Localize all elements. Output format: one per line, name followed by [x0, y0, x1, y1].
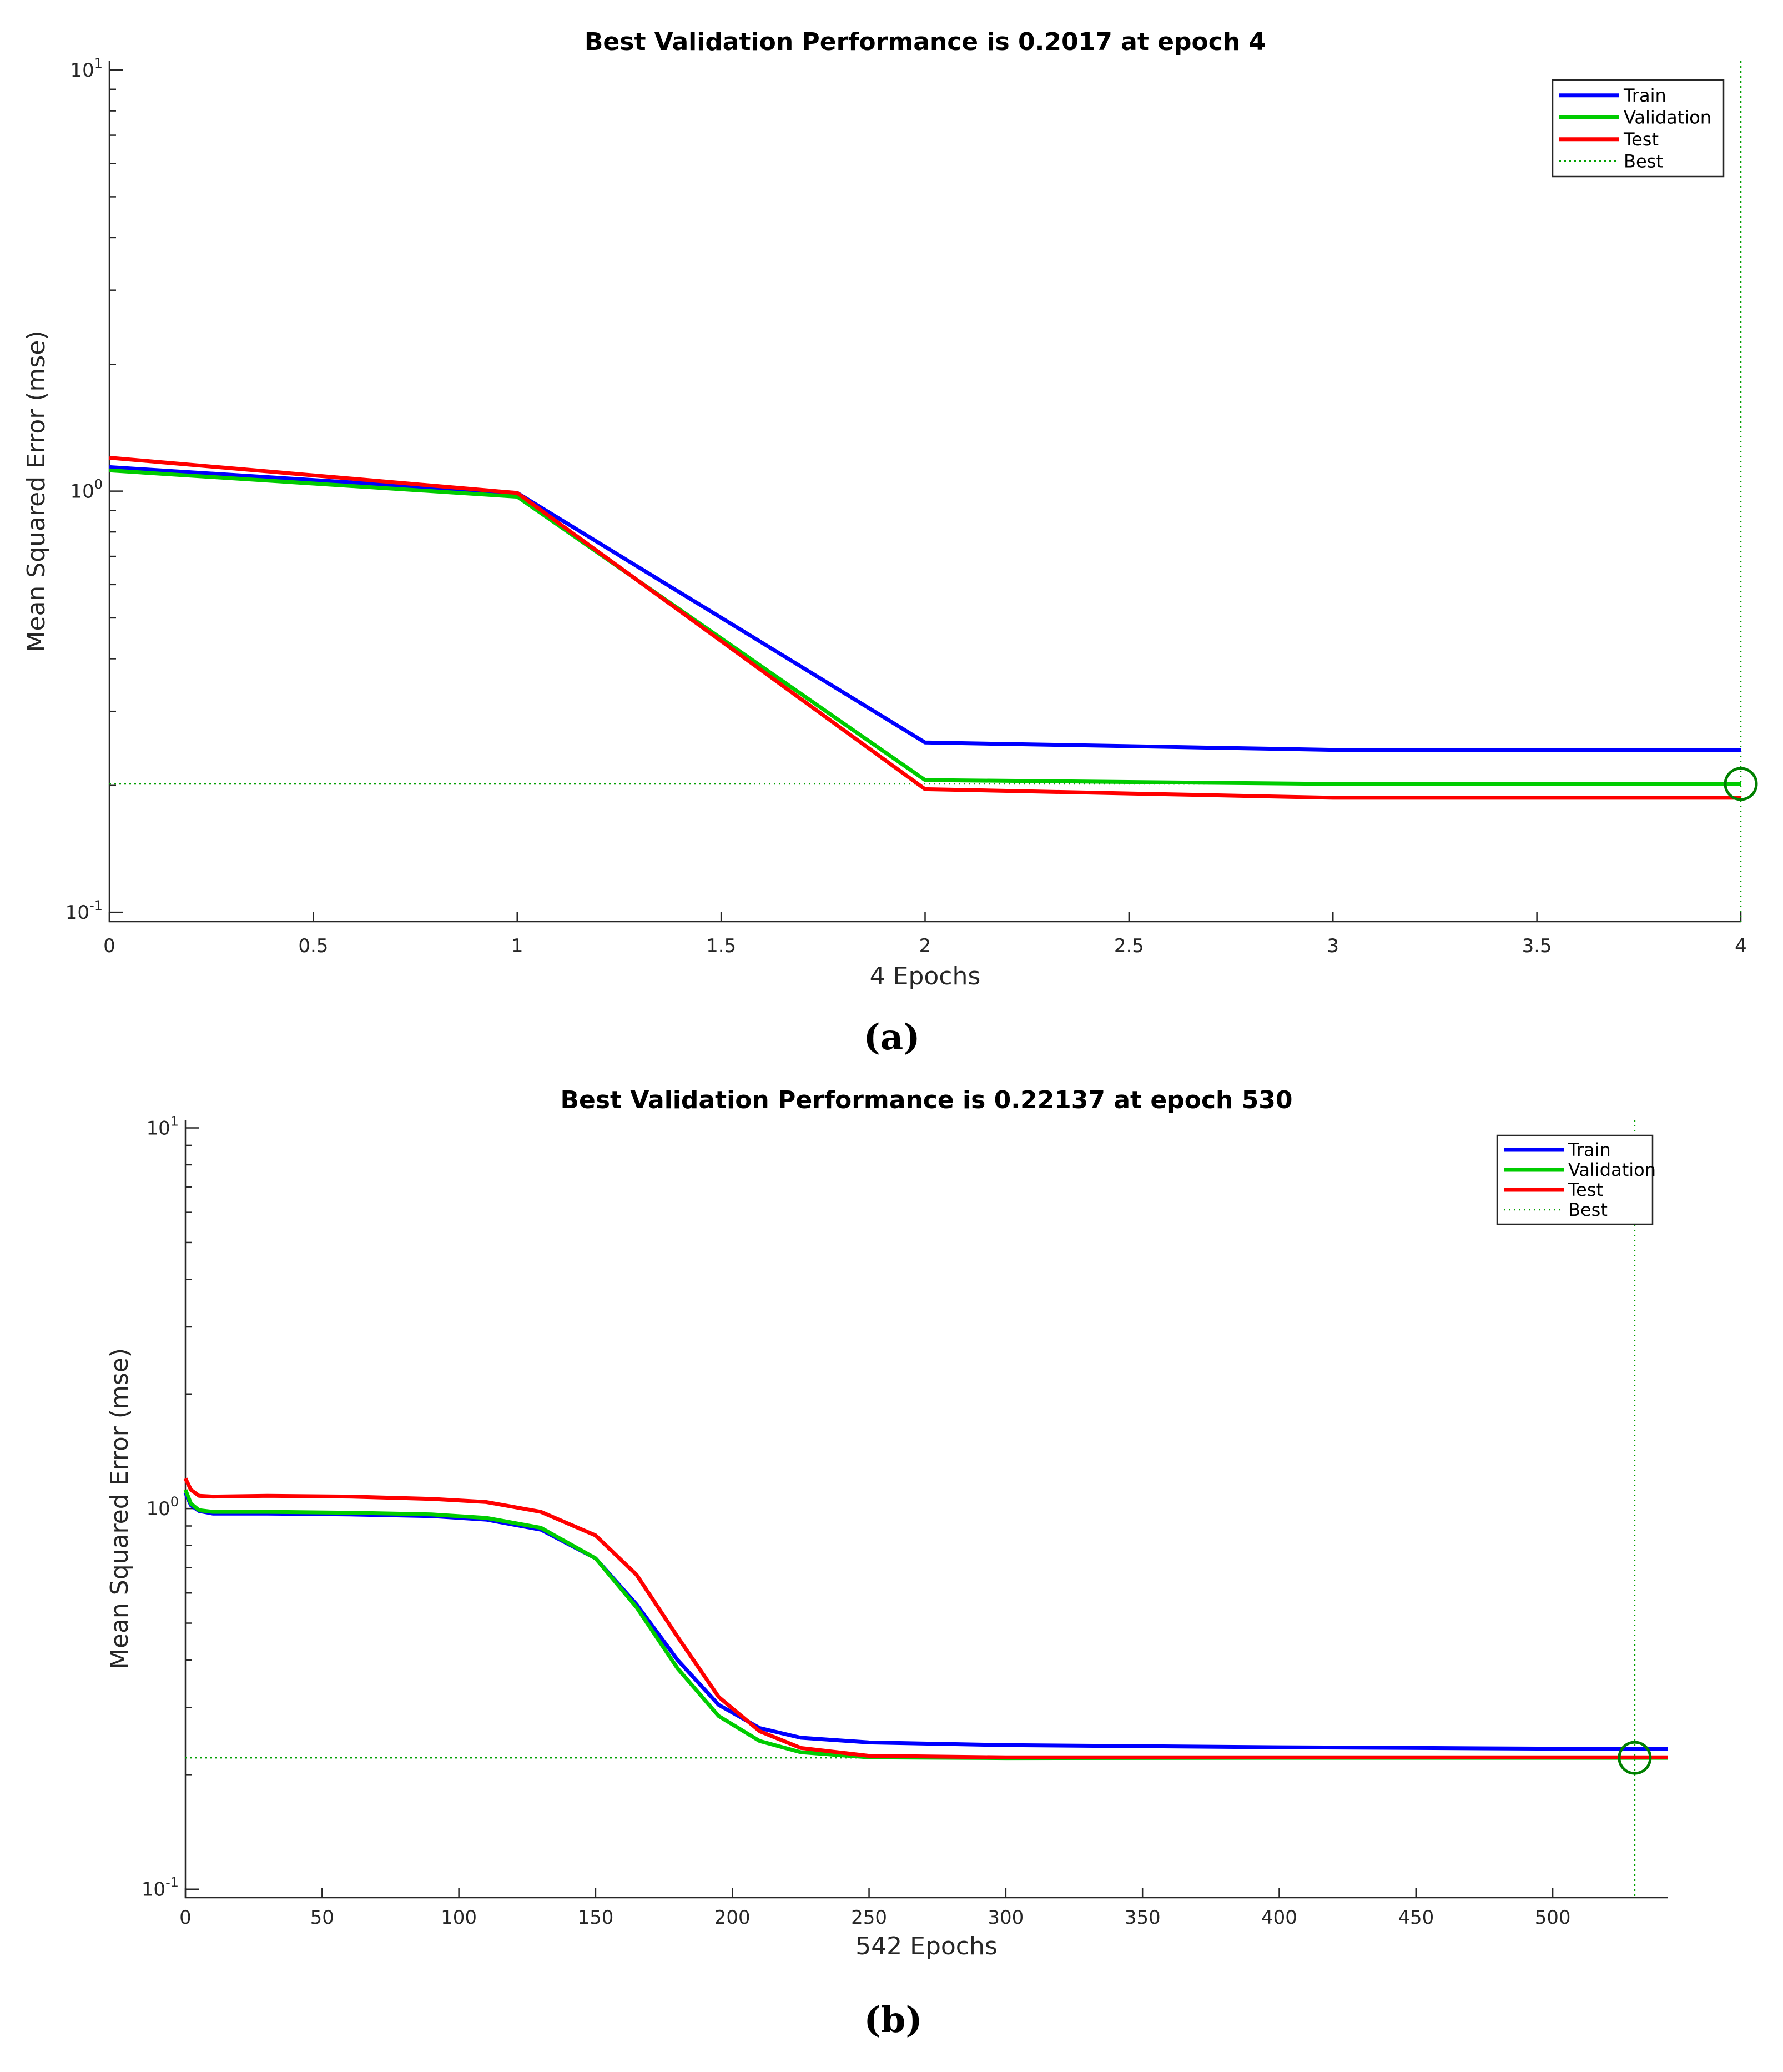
y-axis-label: Mean Squared Error (mse) — [105, 1348, 134, 1669]
y-tick-label: 10-1 — [142, 1875, 179, 1901]
x-tick-label: 0 — [103, 935, 115, 957]
y-axis-label: Mean Squared Error (mse) — [22, 330, 51, 652]
chart-panel-b: Best Validation Performance is 0.22137 a… — [105, 1086, 1668, 1960]
series-train — [109, 465, 1741, 752]
x-tick-label: 500 — [1535, 1907, 1571, 1929]
series-train — [183, 1492, 1668, 1751]
legend-label-best: Best — [1624, 150, 1663, 172]
y-tick-label: 100 — [70, 477, 103, 503]
best-marker-circle — [1618, 1741, 1652, 1775]
panel-label: (a) — [863, 1017, 920, 1058]
y-tick-label: 101 — [70, 56, 103, 82]
x-tick-label: 2 — [919, 935, 931, 957]
x-tick-label: 300 — [988, 1907, 1024, 1929]
y-tick-label: 10-1 — [66, 898, 103, 924]
series-test — [109, 456, 1741, 800]
x-tick-label: 3 — [1327, 935, 1339, 957]
axes-frame — [184, 1120, 1668, 1899]
legend-label-validation: Validation — [1568, 1159, 1656, 1180]
series-line-validation — [109, 468, 1741, 786]
x-tick-label: 0.5 — [298, 935, 328, 957]
legend-label-best: Best — [1568, 1199, 1608, 1220]
chart-title: Best Validation Performance is 0.2017 at… — [585, 28, 1266, 56]
legend-box — [1496, 1134, 1654, 1225]
y-tick-label: 100 — [146, 1494, 179, 1520]
series-line-test — [183, 1477, 1668, 1759]
series-line-test — [109, 456, 1741, 800]
x-tick-label: 100 — [441, 1907, 477, 1929]
x-tick-label: 4 — [1735, 935, 1747, 957]
series-line-train — [183, 1492, 1668, 1751]
legend-label-test: Test — [1623, 129, 1659, 150]
legend-label-train: Train — [1568, 1139, 1611, 1160]
best-marker-circle — [1724, 767, 1758, 801]
x-tick-label: 450 — [1398, 1907, 1434, 1929]
x-tick-label: 400 — [1261, 1907, 1297, 1929]
axes-frame — [108, 61, 1741, 923]
chart-panel-a: Best Validation Performance is 0.2017 at… — [22, 28, 1758, 990]
x-tick-label: 50 — [310, 1907, 334, 1929]
chart-title: Best Validation Performance is 0.22137 a… — [560, 1086, 1292, 1114]
y-tick-label: 101 — [146, 1114, 179, 1140]
series-test — [183, 1477, 1668, 1759]
x-tick-label: 2.5 — [1114, 935, 1144, 957]
series-validation — [183, 1489, 1668, 1761]
x-tick-label: 1 — [511, 935, 523, 957]
series-line-validation — [183, 1489, 1668, 1761]
x-tick-label: 1.5 — [706, 935, 736, 957]
x-tick-label: 350 — [1125, 1907, 1161, 1929]
x-tick-label: 200 — [714, 1907, 751, 1929]
series-validation — [109, 468, 1741, 786]
x-axis-label: 542 Epochs — [855, 1932, 998, 1960]
legend-label-test: Test — [1568, 1179, 1603, 1200]
x-tick-label: 150 — [577, 1907, 613, 1929]
x-axis-label: 4 Epochs — [870, 962, 981, 990]
legend-label-train: Train — [1623, 85, 1666, 106]
legend-label-validation: Validation — [1624, 107, 1711, 128]
x-tick-label: 250 — [851, 1907, 887, 1929]
x-tick-label: 0 — [179, 1907, 192, 1929]
series-line-train — [109, 465, 1741, 752]
x-tick-label: 3.5 — [1522, 935, 1552, 957]
panel-label: (b) — [864, 1999, 922, 2041]
